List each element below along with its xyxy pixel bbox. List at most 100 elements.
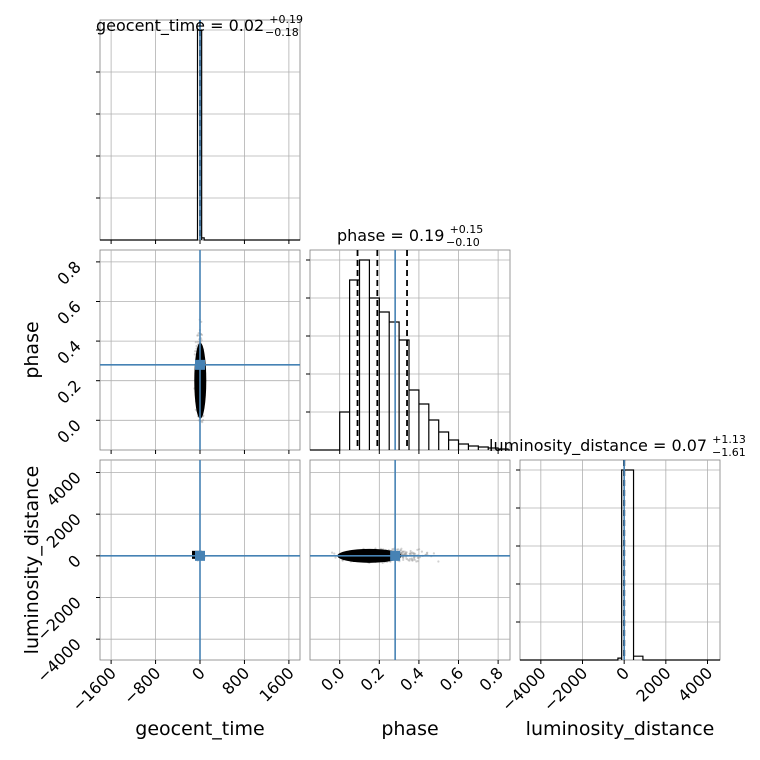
grid-layer [100,20,720,660]
scatter-distance-phase-pt-108 [401,551,404,554]
scatter-distance-phase-pt-173 [412,552,415,555]
panel-phase-hist [309,249,511,451]
xlabel-geocent-time: geocent_time [135,718,264,740]
scatter-distance-phase-pt-203 [405,551,408,554]
title-phase-minus: −0.10 [446,236,480,249]
ytick-label-phase-1: 0.2 [53,376,84,407]
scatter-distance-phase-pt-293 [399,552,402,555]
scatter-distance-phase-pt-165 [402,550,405,553]
scatter-distance-phase-pt-247 [416,548,419,551]
scatter-distance-phase-pt-58 [410,552,413,555]
sample-points-layer [193,318,440,565]
scatter-distance-phase-pt-69 [416,560,419,563]
scatter-phase-geocent-pt-297 [197,334,200,337]
scatter-distance-phase-pt-282 [432,552,435,555]
scatter-distance-phase-pt-333 [409,551,412,554]
scatter-distance-phase-pt-344 [412,557,416,560]
xtick-label-geocent_time-1: −800 [120,663,165,708]
scatter-distance-phase-pt-278 [411,559,414,562]
histogram-luminosity_distance [520,469,720,661]
scatter-phase-geocent-pt-122 [197,332,200,335]
scatter-phase-geocent-pt-201 [201,421,204,424]
scatter-distance-phase-pt-330 [409,552,412,556]
scatter-distance-phase-pt-111 [426,551,429,554]
ytick-label-phase-3: 0.6 [53,297,84,328]
truth-marker-distance-phase [390,550,401,561]
ytick-label-phase-0: 0.0 [53,416,84,447]
title-luminosity-distance-plus: +1.13 [712,433,746,446]
scatter-distance-phase-pt-131 [416,556,419,559]
scatter-phase-geocent-pt-15 [196,340,199,343]
scatter-phase-geocent-pt-105 [195,344,198,348]
xtick-label-phase-2: 0.4 [396,663,427,694]
scatter-distance-phase-pt-52 [411,551,414,554]
scatter-distance-phase-pt-381 [405,557,408,560]
scatter-distance-phase-pt-30 [412,553,415,556]
panel-distance-hist [519,459,721,661]
scatter-distance-phase-pt-368 [401,552,404,556]
histogram-layer [100,20,720,661]
scatter-distance-phase-pt-184 [392,548,395,551]
title-phase-plus: +0.15 [450,223,484,236]
scatter-phase-geocent-pt-142 [200,420,203,423]
xtick-label-phase-0: 0.0 [317,663,348,694]
scatter-distance-phase-pt-326 [400,551,403,554]
scatter-distance-phase-pt-107 [418,548,421,551]
scatter-distance-phase-pt-406 [415,560,418,563]
scatter-distance-phase-pt-110 [411,559,414,562]
xtick-label-luminosity_distance-3: 2000 [632,663,674,705]
title-luminosity-distance-label: luminosity_distance = 0.07 [489,436,707,456]
scatter-distance-phase-pt-90 [401,550,404,553]
xtick-label-geocent_time-4: 1600 [255,663,297,705]
scatter-phase-geocent-pt-6 [200,339,203,342]
xtick-label-geocent_time-2: 0 [188,663,209,684]
xtick-label-luminosity_distance-0: −4000 [498,663,550,715]
scatter-distance-phase-pt-260 [413,552,416,555]
scatter-distance-phase-pt-305 [408,559,411,562]
ytick-label-luminosity_distance-3: 2000 [43,510,85,552]
scatter-distance-phase-pt-117 [417,556,420,560]
scatter-distance-phase-pt-155 [410,558,413,561]
ytick-label-luminosity_distance-2: 0 [64,551,85,572]
scatter-distance-phase-pt-226 [402,556,405,560]
scatter-distance-phase-pt-367 [414,552,417,556]
scatter-distance-phase-pt-77 [400,547,403,550]
ylabel-luminosity-distance: luminosity_distance [21,466,43,655]
xlabel-phase: phase [381,718,438,740]
scatter-distance-phase-pt-36 [403,553,406,556]
title-luminosity-distance: luminosity_distance = 0.07 +1.13 −1.61 [489,428,751,459]
xtick-label-geocent_time-0: −1600 [68,663,120,715]
histogram-phase [310,259,510,451]
title-phase: phase = 0.19 +0.15 −0.10 [337,218,488,249]
xtick-label-luminosity_distance-2: 0 [612,663,633,684]
title-geocent-time-plus: +0.19 [269,13,303,26]
scatter-distance-phase-pt-222 [401,556,405,559]
panel-distance-vs-phase [309,459,511,661]
ytick-label-luminosity_distance-4: 4000 [43,468,85,510]
scatter-distance-phase-pt-19 [333,552,336,555]
scatter-distance-phase-pt-145 [399,549,402,552]
scatter-distance-phase-pt-362 [381,561,384,565]
scatter-distance-phase-pt-401 [399,549,402,552]
scatter-distance-phase-pt-231 [410,557,413,560]
title-geocent-time-minus: −0.18 [265,26,299,39]
scatter-distance-phase-pt-384 [396,548,399,551]
scatter-phase-geocent-pt-302 [194,350,197,353]
scatter-distance-phase-pt-284 [331,551,334,554]
scatter-distance-phase-pt-127 [413,558,416,562]
scatter-distance-phase-pt-363 [413,556,416,559]
scatter-phase-geocent-pt-126 [193,353,196,356]
title-luminosity-distance-minus: −1.61 [712,446,746,459]
scatter-distance-phase-pt-118 [420,550,423,553]
xtick-label-phase-1: 0.2 [357,663,388,694]
scatter-distance-phase-pt-341 [404,552,407,556]
scatter-phase-geocent-pt-102 [202,419,205,422]
scatter-distance-phase-pt-163 [407,559,410,562]
ytick-label-phase-2: 0.4 [53,336,84,367]
xtick-label-phase-4: 0.8 [476,663,507,694]
scatter-distance-phase-pt-236 [402,558,405,562]
scatter-distance-phase-pt-258 [437,560,440,563]
scatter-distance-phase-pt-123 [403,550,406,553]
scatter-phase-geocent-pt-311 [196,334,199,337]
